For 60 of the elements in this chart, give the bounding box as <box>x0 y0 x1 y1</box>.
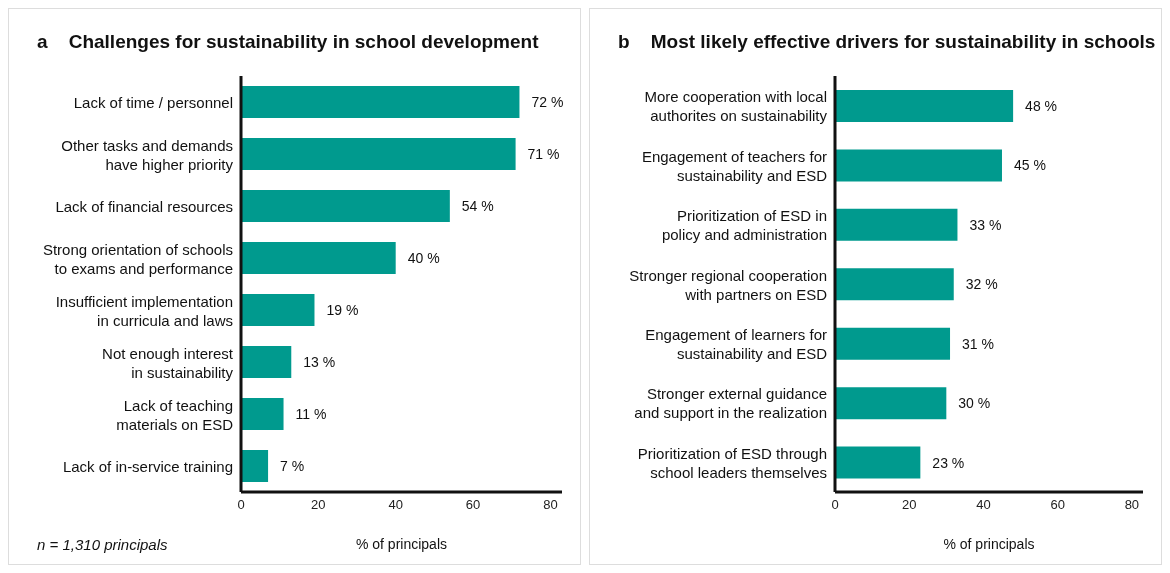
data-label: 31 % <box>962 335 994 352</box>
y-tick-label: Lack of financial resources <box>55 197 233 215</box>
x-tick-label: 40 <box>976 497 991 513</box>
y-tick-label: More cooperation with local authorites on sustainability <box>644 87 828 124</box>
x-tick-label: 40 <box>388 497 403 513</box>
bar <box>241 190 450 222</box>
data-label: 19 % <box>326 301 359 318</box>
data-label: 32 % <box>965 276 998 293</box>
x-axis-title: % of principals <box>354 536 448 552</box>
bar <box>835 90 1014 122</box>
y-tick-label: Not enough interest in sustainability <box>102 344 234 380</box>
bar <box>835 387 947 420</box>
x-tick-label: 0 <box>237 497 245 513</box>
bar <box>241 398 284 430</box>
bar <box>241 242 396 274</box>
x-tick-label: 80 <box>1124 497 1140 513</box>
data-label: 11 % <box>295 405 327 422</box>
chart-title: b Most likely effective drivers for sustainability in schools <box>618 31 1156 53</box>
data-label: 71 % <box>527 145 560 162</box>
y-tick-label: Lack of in-service training <box>62 457 233 475</box>
x-tick-label: 20 <box>901 497 917 513</box>
y-tick-label: Prioritization of ESD through school leaders themselves <box>637 444 827 481</box>
x-tick-label: 0 <box>831 497 839 513</box>
chart-title: a Challenges for sustainability in school development <box>37 31 539 53</box>
y-tick-label: Stronger external guidance and support in the realization <box>634 384 827 421</box>
x-tick-label: 20 <box>311 497 326 513</box>
data-label: 13 % <box>303 353 336 370</box>
y-tick-label: Lack of teaching materials on ESD <box>116 396 234 432</box>
bar <box>835 268 954 301</box>
y-tick-label: Engagement of teachers for sustainability and ESD <box>641 147 828 184</box>
data-label: 23 % <box>932 454 965 471</box>
data-label: 72 % <box>531 93 564 110</box>
x-tick-label: 80 <box>543 497 558 513</box>
data-label: 54 % <box>461 197 494 214</box>
text: n = 1,310 principals <box>37 536 168 553</box>
data-label: 48 % <box>1025 97 1058 114</box>
bar <box>241 346 292 378</box>
bar <box>241 138 516 170</box>
x-tick-label: 60 <box>1050 497 1065 513</box>
y-tick-label: Stronger regional cooperation with partners on ESD <box>629 266 828 302</box>
data-label: 30 % <box>958 395 991 412</box>
bar <box>835 446 921 479</box>
y-tick-label: Other tasks and demands have higher priority <box>61 136 234 172</box>
y-tick-label: Lack of time / personnel <box>73 93 233 111</box>
y-tick-label: Prioritization of ESD in policy and administration <box>661 206 827 243</box>
bar <box>241 86 520 118</box>
bar <box>835 327 951 360</box>
data-label: 45 % <box>1013 157 1046 174</box>
x-axis-title: % of principals <box>942 536 1036 552</box>
x-tick-label: 60 <box>465 497 481 513</box>
y-tick-label: Insufficient implementation in curricula and laws <box>55 292 233 328</box>
bar <box>241 294 315 326</box>
data-label: 40 % <box>407 249 440 266</box>
bar <box>241 450 269 482</box>
y-tick-label: Engagement of learners for sustainability and ESD <box>645 325 828 362</box>
bar <box>835 208 958 241</box>
data-label: 7 % <box>280 457 305 474</box>
bar <box>835 149 1002 182</box>
data-label: 33 % <box>969 216 1002 233</box>
y-tick-label: Strong orientation of schools to exams and performance <box>42 240 233 276</box>
